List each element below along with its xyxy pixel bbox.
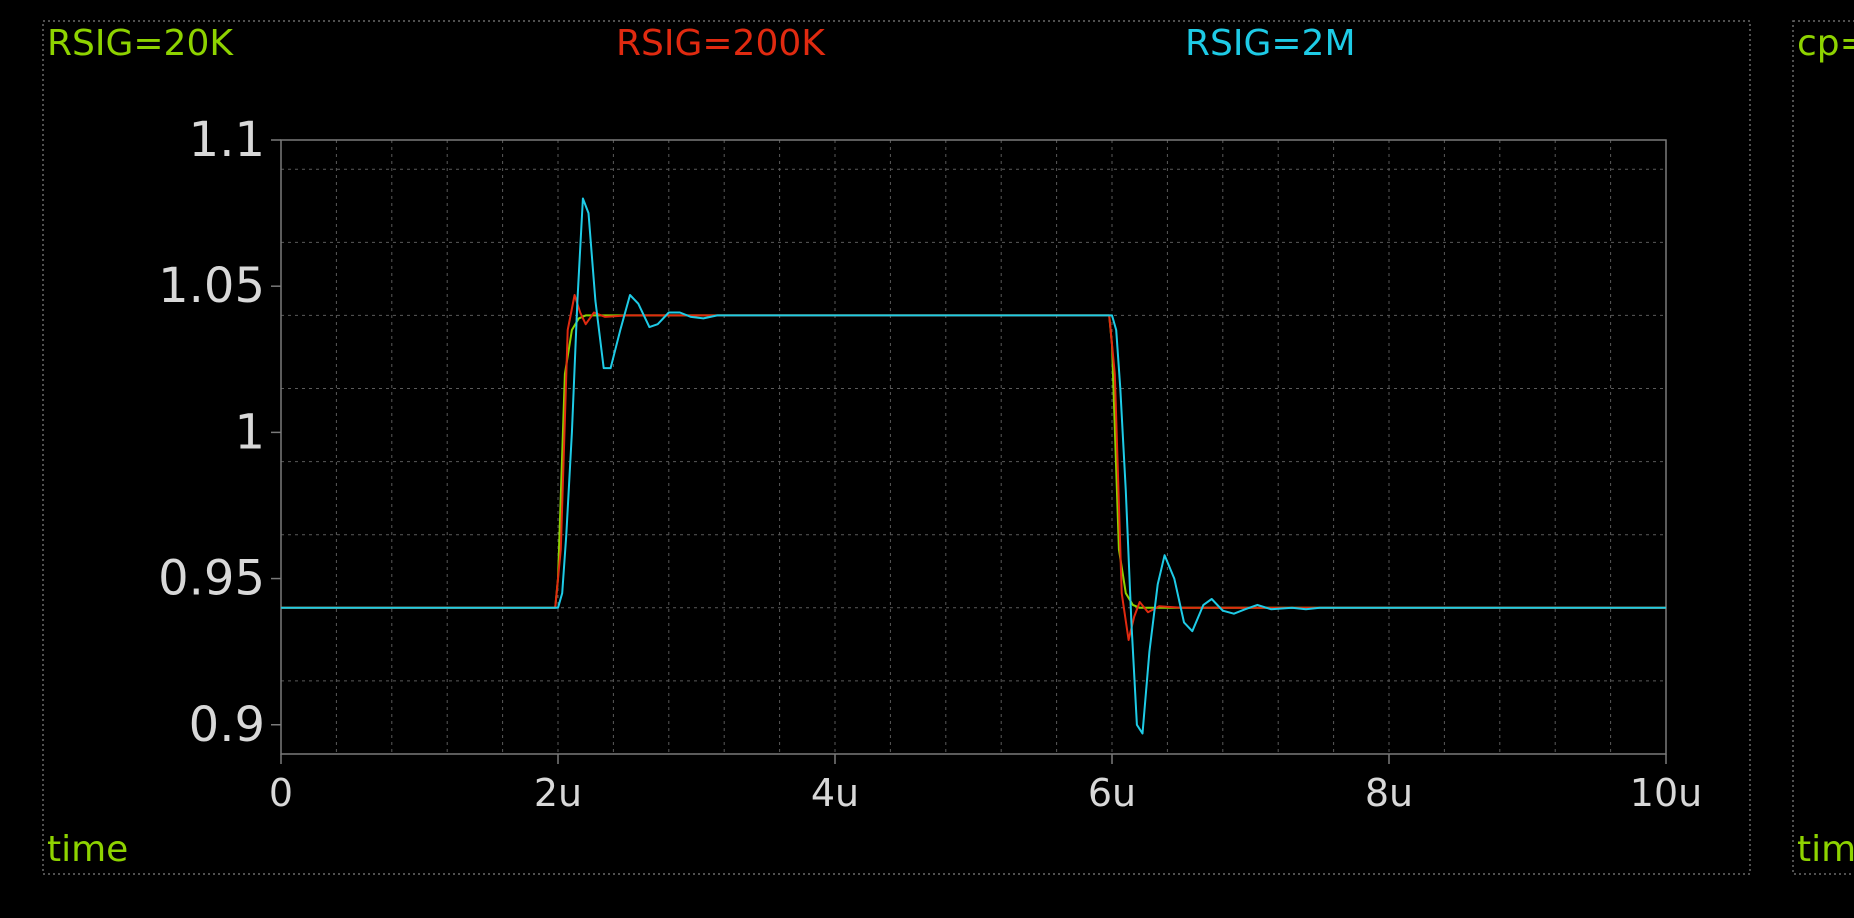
legend-rsig-200k[interactable]: RSIG=200K: [616, 23, 826, 64]
y-tick-label: 1: [234, 404, 265, 460]
axis-ticks: 0 2u 4u 6u 8u 10u 1.1 1.05 1 0.95 0.9: [158, 112, 1702, 815]
x-axis-label: time: [47, 829, 128, 870]
legend-rsig-2m[interactable]: RSIG=2M: [1185, 23, 1356, 64]
x-tick-label: 0: [269, 771, 293, 815]
x-tick-label: 10u: [1630, 771, 1702, 815]
second-panel-xlabel-fragment: tim: [1797, 829, 1854, 870]
x-tick-label: 8u: [1365, 771, 1413, 815]
y-tick-label: 0.9: [189, 697, 265, 753]
series-line-rsig-2m: [281, 197, 1666, 735]
x-tick-label: 6u: [1088, 771, 1136, 815]
plot-area-frame: [280, 139, 1667, 755]
y-tick-label: 1.05: [158, 258, 265, 314]
second-panel-frame: [1792, 20, 1854, 875]
y-tick-label: 1.1: [189, 112, 265, 168]
y-tick-label: 0.95: [158, 551, 265, 607]
x-tick-label: 2u: [534, 771, 582, 815]
x-tick-label: 4u: [811, 771, 859, 815]
series: [281, 197, 1666, 735]
legend-rsig-20k[interactable]: RSIG=20K: [47, 23, 234, 64]
second-panel-title-fragment[interactable]: cp=: [1797, 23, 1854, 64]
grid: [281, 140, 1666, 754]
